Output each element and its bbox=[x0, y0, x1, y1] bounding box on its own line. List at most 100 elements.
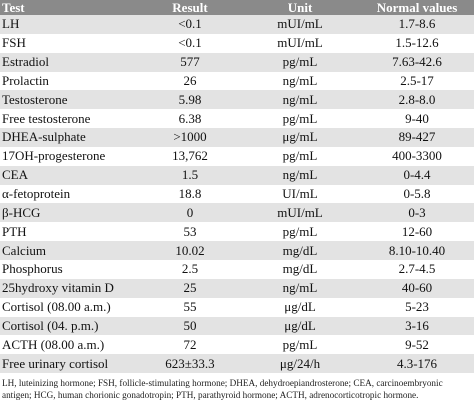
table-row: Prolactin 26 ng/mL 2.5-17 bbox=[0, 72, 474, 91]
table-cell: 2.5-17 bbox=[400, 72, 434, 88]
table-cell: μg/dL bbox=[240, 316, 360, 336]
table-cell: μg/dL bbox=[284, 299, 316, 315]
table-cell: 6.38 bbox=[178, 110, 202, 126]
table-cell: β-HCG bbox=[0, 203, 140, 223]
table-row: CEA 1.5 ng/mL 0-4.4 bbox=[0, 165, 474, 185]
table-cell: 12-60 bbox=[401, 223, 433, 239]
table-cell: ng/mL bbox=[240, 90, 360, 110]
table-cell: 18.8 bbox=[178, 186, 202, 202]
table-cell: 9-40 bbox=[405, 110, 429, 126]
table-cell: UI/mL bbox=[282, 186, 318, 202]
table-row: 17OH-progesterone 13,762 pg/mL 400-3300 bbox=[0, 147, 474, 166]
table-cell: 577 bbox=[140, 52, 240, 72]
table-cell: mg/dL bbox=[240, 241, 360, 260]
table-row: Cortisol (08.00 a.m.) 55 μg/dL 5-23 bbox=[0, 298, 474, 317]
table-cell: 26 bbox=[183, 72, 197, 88]
table-cell: ng/mL bbox=[282, 72, 318, 88]
table-row: FSH <0.1 mUI/mL 1.5-12.6 bbox=[0, 34, 474, 53]
table-cell: 25 bbox=[140, 278, 240, 298]
table-cell: 50 bbox=[140, 316, 240, 336]
table-cell: μg/mL bbox=[240, 128, 360, 147]
table-cell: 2.5 bbox=[181, 261, 199, 277]
table-row: ACTH (08.00 a.m.) 72 pg/mL 9-52 bbox=[0, 335, 474, 354]
header-cell: Unit bbox=[240, 0, 360, 15]
table-cell: 3-16 bbox=[360, 316, 474, 336]
header-cell: Result bbox=[140, 0, 240, 15]
table-cell: pg/mL bbox=[240, 52, 360, 72]
table-cell: 5.98 bbox=[140, 90, 240, 110]
table-row: β-HCG 0 mUI/mL 0-3 bbox=[0, 203, 474, 223]
table-row: Free urinary cortisol 623±33.3 μg/24/h 4.3-… bbox=[0, 354, 474, 374]
table-cell: 0-3 bbox=[360, 203, 474, 223]
table-cell: 2.8-8.0 bbox=[360, 90, 474, 110]
table-cell: mg/dL bbox=[282, 261, 318, 277]
table-cell: α-fetoprotein bbox=[2, 186, 71, 202]
table-row: DHEA-sulphate >1000 μg/mL 89-427 bbox=[0, 128, 474, 147]
table-cell: 25hydroxy vitamin D bbox=[0, 278, 140, 298]
table-cell: ng/mL bbox=[240, 278, 360, 298]
table-cell: FSH bbox=[2, 35, 26, 51]
lab-table: Test Result Unit Normal values LH <0.1 mUI/mL… bbox=[0, 0, 474, 374]
table-cell: pg/mL bbox=[282, 336, 318, 352]
table-cell: 0-5.8 bbox=[403, 186, 431, 202]
table-cell: Estradiol bbox=[0, 52, 140, 72]
table-cell: 7.63-42.6 bbox=[360, 52, 474, 72]
table-cell: 623±33.3 bbox=[140, 354, 240, 374]
table-cell: pg/mL bbox=[282, 148, 318, 164]
table-cell: Phosphorus bbox=[2, 261, 63, 277]
table-cell: Prolactin bbox=[2, 72, 49, 88]
table-row: Estradiol 577 pg/mL 7.63-42.6 bbox=[0, 52, 474, 72]
table-cell: mUI/mL bbox=[240, 15, 360, 34]
table-cell: CEA bbox=[0, 165, 140, 185]
table-cell: 53 bbox=[183, 223, 197, 239]
table-cell: 0 bbox=[140, 203, 240, 223]
table-cell: 8.10-10.40 bbox=[360, 241, 474, 260]
table-body: LH <0.1 mUI/mL 1.7-8.6 FSH <0.1 mUI/mL 1.5-12.6… bbox=[0, 15, 474, 374]
table-row: Phosphorus 2.5 mg/dL 2.7-4.5 bbox=[0, 260, 474, 279]
header-cell: Test bbox=[0, 0, 140, 15]
header-cell: Normal values bbox=[360, 0, 474, 15]
table-cell: 5-23 bbox=[405, 299, 429, 315]
table-cell: Cortisol (08.00 a.m.) bbox=[2, 299, 111, 315]
table-cell: 55 bbox=[183, 299, 197, 315]
table-cell: 1.7-8.6 bbox=[360, 15, 474, 34]
table-cell: 400-3300 bbox=[392, 148, 442, 164]
table-row: α-fetoprotein 18.8 UI/mL 0-5.8 bbox=[0, 185, 474, 204]
table-cell: 40-60 bbox=[360, 278, 474, 298]
table-row: Cortisol (04. p.m.) 50 μg/dL 3-16 bbox=[0, 316, 474, 336]
footnote: LH, luteinizing hormone; FSH, follicle-s… bbox=[2, 378, 443, 401]
table-cell: 89-427 bbox=[360, 128, 474, 147]
table-cell: Calcium bbox=[0, 241, 140, 260]
table-cell: <0.1 bbox=[140, 15, 240, 34]
table-cell: Free urinary cortisol bbox=[0, 354, 140, 374]
table-cell: DHEA-sulphate bbox=[0, 128, 140, 147]
table-cell: ACTH (08.00 a.m.) bbox=[2, 336, 105, 352]
table-cell: μg/24/h bbox=[240, 354, 360, 374]
header-row: Test Result Unit Normal values bbox=[0, 0, 474, 15]
table-cell: 1.5 bbox=[140, 165, 240, 185]
table-cell: pg/mL bbox=[282, 223, 318, 239]
table-row: Calcium 10.02 mg/dL 8.10-10.40 bbox=[0, 241, 474, 260]
table-cell: <0.1 bbox=[178, 35, 202, 51]
table-cell: mUI/mL bbox=[240, 203, 360, 223]
table-cell: 17OH-progesterone bbox=[2, 148, 106, 164]
table-cell: >1000 bbox=[140, 128, 240, 147]
table-row: 25hydroxy vitamin D 25 ng/mL 40-60 bbox=[0, 278, 474, 298]
table-cell: PTH bbox=[2, 223, 27, 239]
table-cell: 72 bbox=[183, 336, 197, 352]
table-cell: 13,762 bbox=[172, 148, 208, 164]
table-row: Testosterone 5.98 ng/mL 2.8-8.0 bbox=[0, 90, 474, 110]
table-cell: LH bbox=[0, 15, 140, 34]
table-row: PTH 53 pg/mL 12-60 bbox=[0, 222, 474, 241]
table-cell: 4.3-176 bbox=[360, 354, 474, 374]
table-cell: 0-4.4 bbox=[360, 165, 474, 185]
table-cell: 2.7-4.5 bbox=[398, 261, 436, 277]
table-cell: 10.02 bbox=[140, 241, 240, 260]
table-cell: Free testosterone bbox=[2, 110, 91, 126]
table-cell: ng/mL bbox=[240, 165, 360, 185]
table-cell: Cortisol (04. p.m.) bbox=[0, 316, 140, 336]
table-cell: Testosterone bbox=[0, 90, 140, 110]
table-cell: pg/mL bbox=[282, 110, 318, 126]
table-cell: 1.5-12.6 bbox=[395, 35, 439, 51]
